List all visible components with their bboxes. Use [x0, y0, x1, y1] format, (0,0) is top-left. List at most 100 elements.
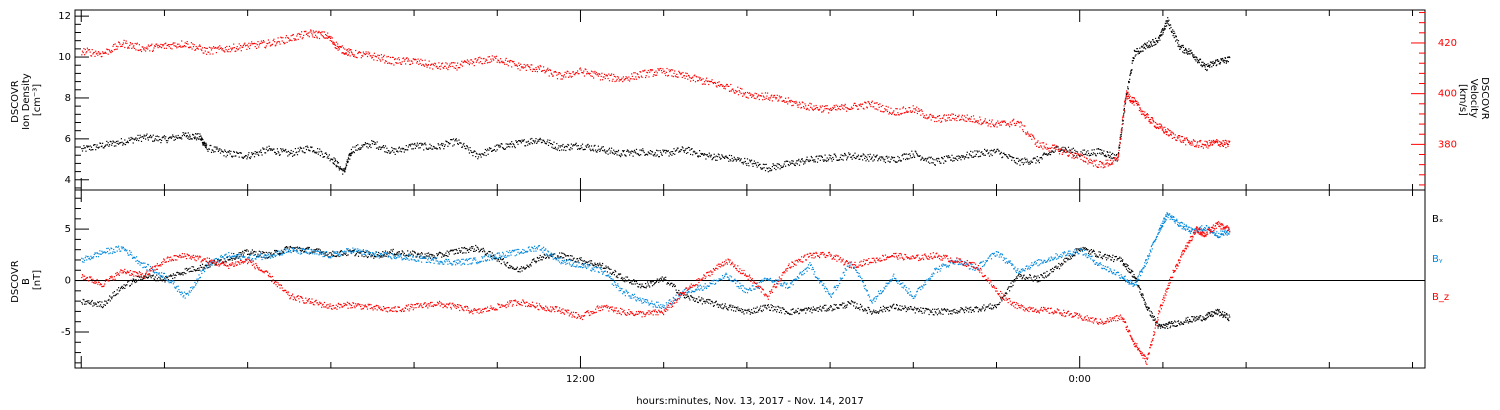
velocity-point — [243, 43, 245, 45]
velocity-point — [660, 67, 662, 70]
ion_density-point — [777, 167, 779, 169]
ion_density-point — [1173, 30, 1175, 32]
ion_density-point — [1191, 52, 1193, 54]
ion_density-point — [1175, 40, 1177, 42]
ion_density-point — [470, 151, 473, 153]
ion_density-point — [579, 148, 581, 150]
velocity-point — [261, 42, 263, 44]
velocity-point — [898, 114, 900, 116]
velocity-point — [898, 114, 900, 116]
velocity-point — [765, 97, 767, 99]
ion_density-point — [423, 143, 425, 145]
ion_density-point — [866, 156, 868, 158]
velocity-point — [391, 63, 393, 65]
Bx-point — [88, 300, 90, 302]
velocity-point — [217, 47, 219, 49]
ion_density-point — [1049, 154, 1052, 156]
ion_density-point — [906, 157, 908, 159]
velocity-point — [174, 42, 176, 44]
velocity-point — [1017, 120, 1019, 122]
velocity-point — [766, 95, 768, 97]
velocity-point — [654, 71, 656, 73]
Bx-point — [624, 279, 626, 281]
Bx-point — [83, 299, 85, 301]
ion_density-point — [278, 152, 280, 154]
ion_density-point — [204, 145, 206, 147]
velocity-point — [408, 60, 410, 62]
ion_density-point — [189, 136, 191, 138]
ion_density-point — [654, 153, 656, 155]
Bx-point — [353, 249, 355, 251]
velocity-point — [738, 90, 740, 92]
ion_density-point — [529, 143, 531, 145]
Bx-point — [114, 294, 116, 297]
ion_density-point — [1045, 153, 1047, 155]
ion_density-point — [687, 152, 689, 154]
velocity-point — [124, 42, 127, 44]
velocity-point — [573, 73, 575, 75]
Bx-point — [366, 256, 369, 259]
velocity-point — [1171, 137, 1173, 139]
velocity-point — [784, 101, 786, 103]
Bx-point — [498, 260, 500, 263]
ion_density-point — [207, 150, 209, 152]
velocity-point — [1062, 152, 1064, 154]
velocity-point — [735, 91, 737, 93]
velocity-point — [966, 120, 968, 122]
velocity-point — [657, 68, 659, 70]
velocity-point — [565, 76, 567, 78]
velocity-point — [370, 55, 372, 57]
ion_density-point — [398, 147, 400, 149]
velocity-point — [257, 41, 259, 43]
Bx-point — [870, 310, 872, 312]
ion_density-point — [737, 158, 740, 160]
velocity-point — [276, 42, 278, 44]
ion_density-point — [1002, 156, 1004, 158]
velocity-point — [817, 108, 819, 111]
velocity-point — [117, 46, 119, 48]
velocity-point — [637, 73, 639, 76]
velocity-point — [462, 61, 464, 64]
Bx-point — [755, 311, 758, 313]
Bx-point — [745, 309, 747, 312]
velocity-point — [827, 108, 829, 110]
Bx-point — [104, 304, 106, 306]
ion_density-point — [956, 155, 958, 157]
velocity-point — [649, 71, 651, 73]
velocity-point — [267, 43, 269, 45]
Bx-point — [712, 302, 714, 304]
ion_density-point — [721, 155, 724, 157]
velocity-point — [354, 56, 356, 58]
ion_density-point — [877, 158, 880, 160]
velocity-point — [228, 48, 230, 50]
Bx-point — [100, 304, 102, 306]
velocity-point — [882, 111, 884, 113]
velocity-point — [361, 54, 363, 57]
velocity-point — [476, 60, 478, 62]
Bx-point — [421, 253, 423, 255]
ion_density-point — [398, 146, 400, 148]
Bx-point — [122, 286, 124, 289]
ion_density-point — [261, 154, 263, 156]
velocity-point — [400, 63, 402, 65]
velocity-point — [756, 96, 758, 98]
ion_density-point — [1125, 93, 1127, 95]
Bx-point — [161, 280, 163, 282]
ion_density-point — [634, 151, 636, 153]
ion_density-point — [846, 157, 848, 159]
velocity-point — [321, 35, 323, 37]
velocity-point — [1185, 144, 1187, 146]
ion_density-point — [556, 143, 558, 145]
ion_density-point — [1215, 65, 1217, 67]
ion_density-point — [103, 147, 105, 149]
ion_density-point — [649, 150, 651, 152]
velocity-point — [127, 47, 129, 49]
Bx-point — [128, 280, 130, 282]
Bx-point — [894, 308, 896, 310]
Bx-point — [381, 256, 383, 258]
velocity-point — [1089, 158, 1091, 160]
ion_density-point — [235, 151, 238, 153]
velocity-point — [737, 86, 739, 88]
velocity-point — [123, 39, 125, 41]
Bx-point — [646, 285, 648, 287]
